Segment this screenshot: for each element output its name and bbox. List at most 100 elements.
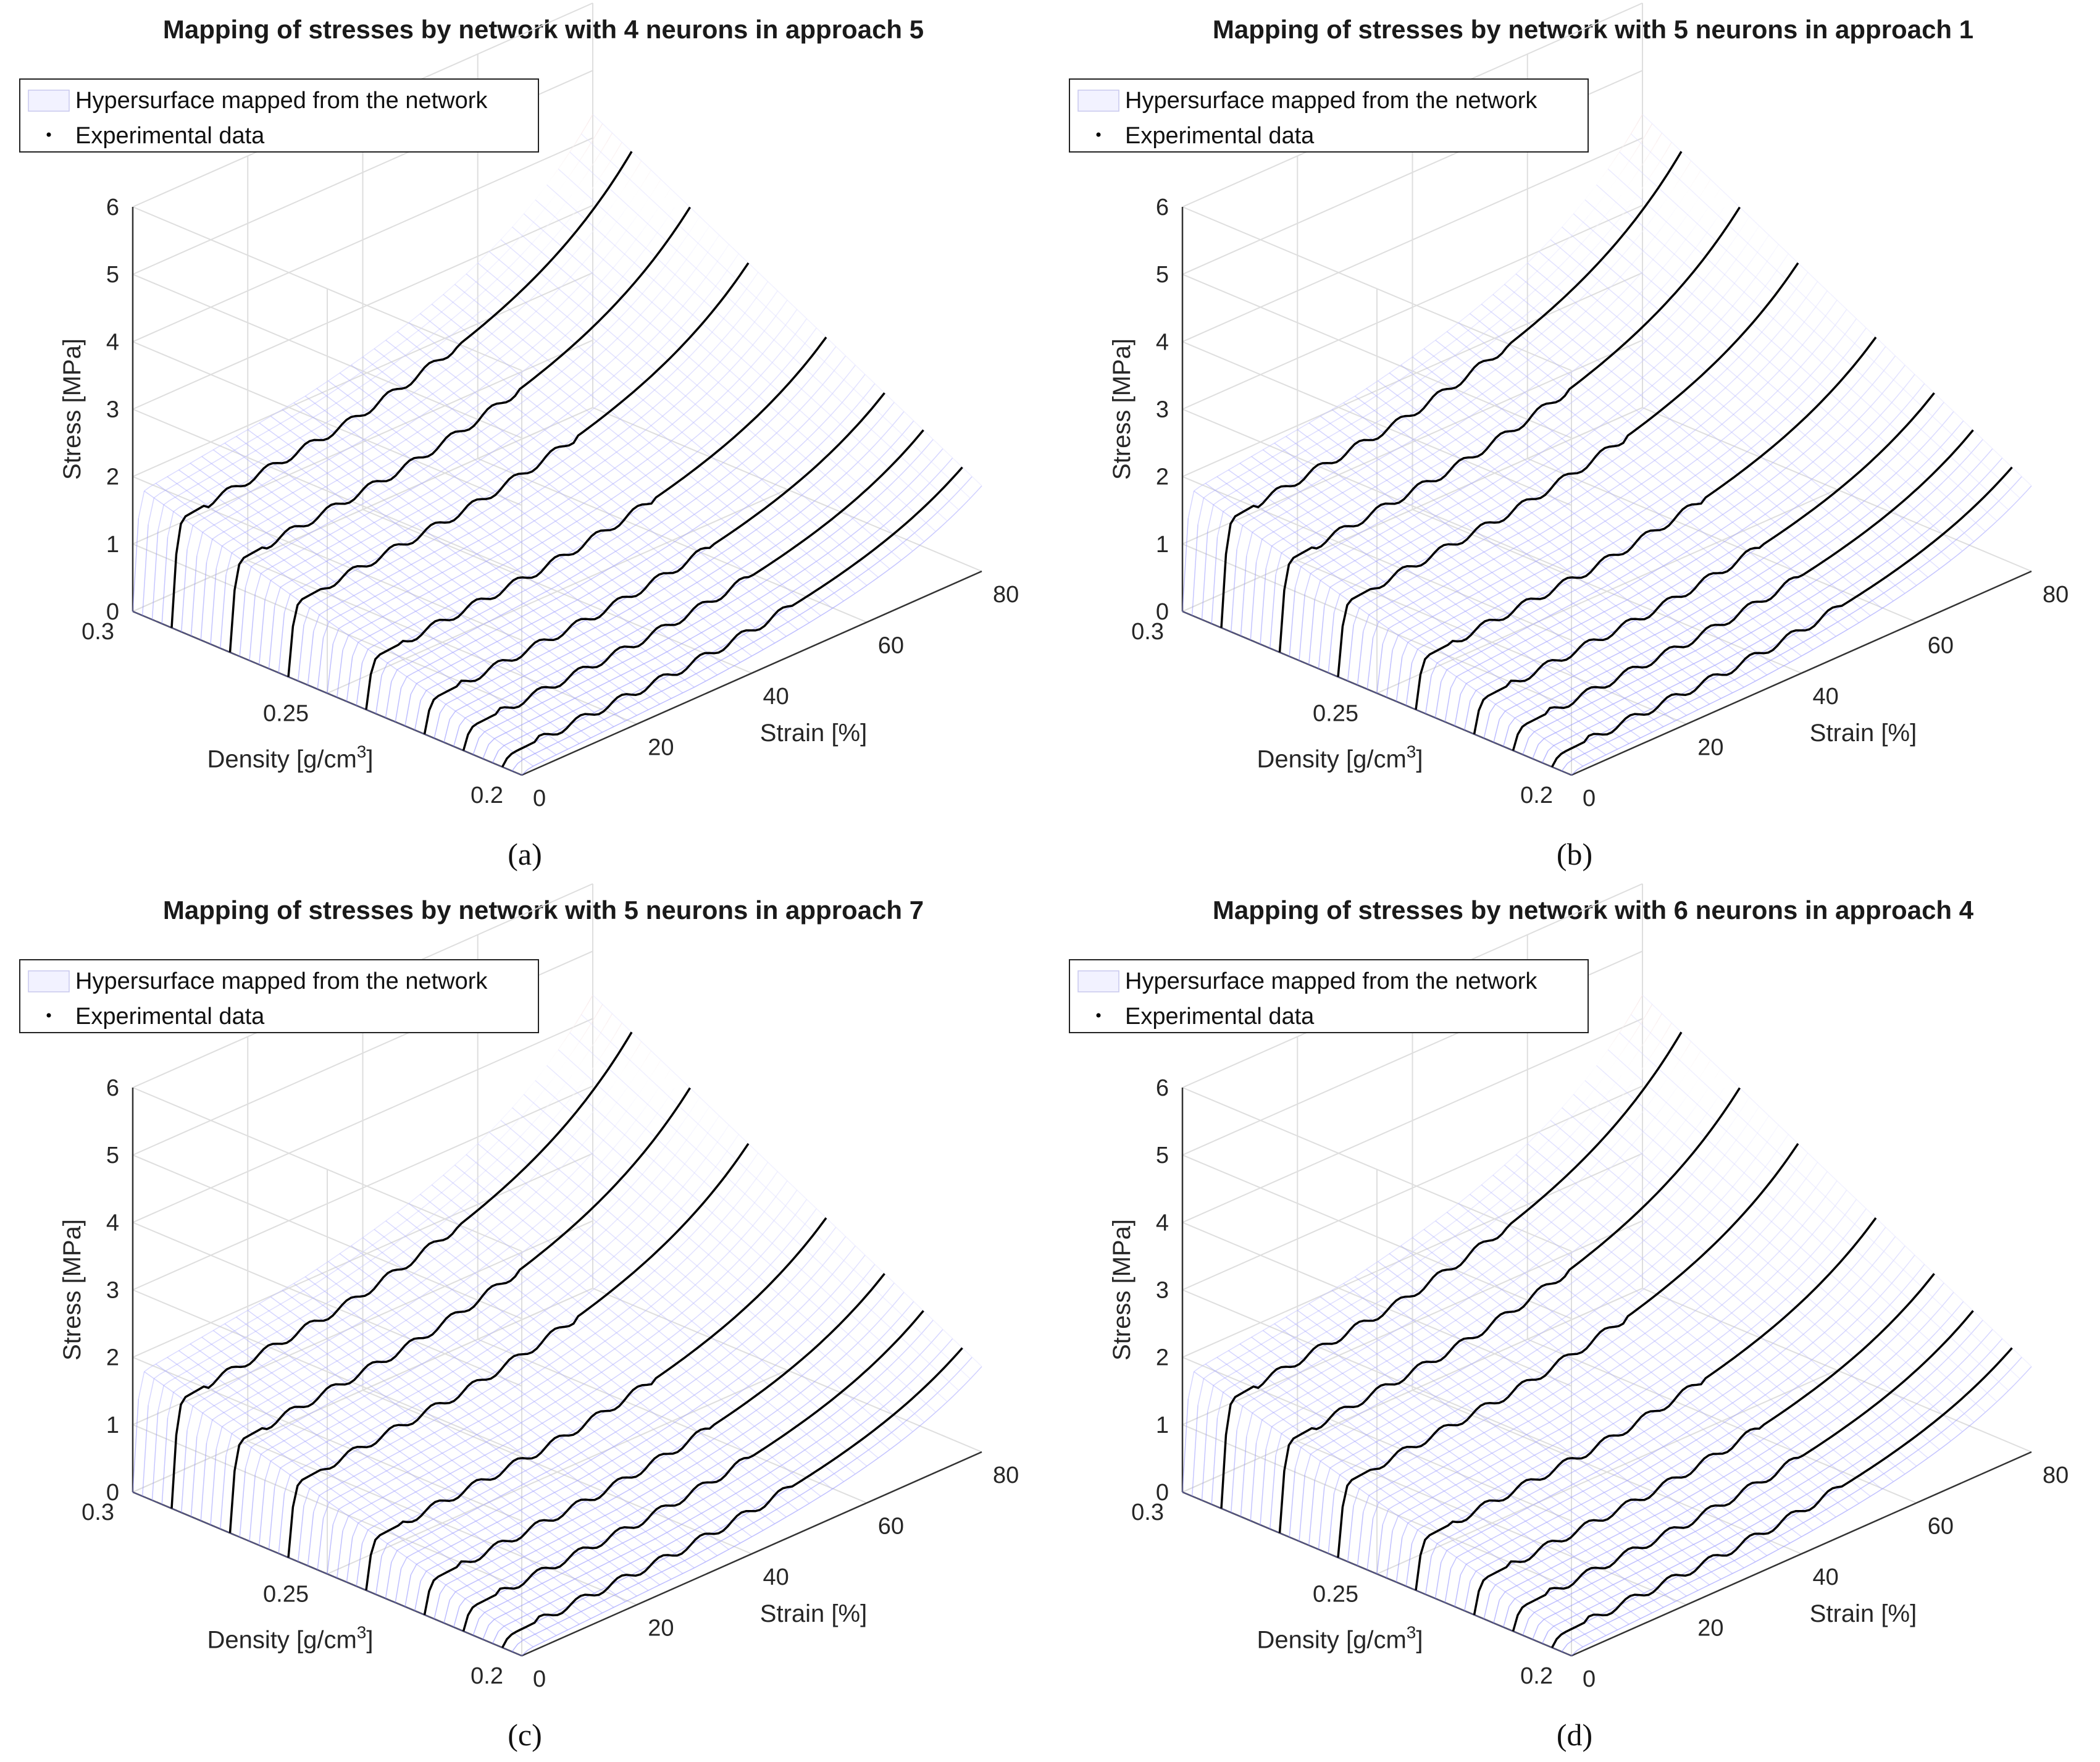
surface-mesh-line: [689, 403, 696, 410]
surface-mesh-line: [964, 498, 971, 505]
surface-mesh-line: [703, 653, 710, 658]
surface-mesh-line: [671, 658, 677, 663]
surface-mesh-line: [1424, 592, 1431, 597]
surface-mesh-line: [706, 626, 713, 630]
surface-mesh-line: [1460, 390, 1467, 395]
surface-mesh-line: [649, 437, 656, 443]
surface-mesh-line: [370, 582, 377, 587]
surface-mesh-line: [1541, 476, 1547, 481]
surface-mesh-line: [1378, 376, 1384, 382]
surface-mesh-line: [1466, 385, 1473, 391]
surface-mesh-line: [650, 694, 656, 698]
surface-mesh-line: [726, 601, 732, 606]
surface-mesh-line: [435, 311, 442, 317]
surface-mesh-line: [851, 405, 858, 412]
surface-mesh-line: [495, 239, 501, 246]
surface-mesh-line: [798, 343, 806, 351]
surface-mesh-line: [534, 715, 541, 719]
surface-mesh-line: [463, 569, 470, 574]
surface-mesh-line: [345, 497, 351, 502]
surface-mesh-line: [727, 545, 734, 550]
surface-mesh-line: [632, 536, 639, 542]
surface-mesh-line: [1602, 449, 1609, 454]
surface-mesh-line: [517, 213, 524, 221]
surface-mesh-line: [1620, 324, 1627, 331]
surface-mesh-line: [1333, 594, 1341, 613]
surface-mesh-line: [555, 517, 562, 522]
surface-mesh-line: [1682, 335, 1689, 342]
surface-mesh-line: [1344, 437, 1350, 442]
surface-mesh-line: [600, 142, 607, 153]
surface-mesh-line: [771, 482, 777, 489]
surface-mesh-line: [1597, 294, 1604, 301]
surface-mesh-line: [1713, 392, 1720, 399]
surface-mesh-line: [551, 706, 558, 710]
surface-mesh-line: [1584, 417, 1591, 423]
surface-mesh-line: [1367, 462, 1374, 467]
surface-mesh-line: [434, 548, 441, 553]
surface-mesh-line: [471, 627, 478, 631]
surface-mesh-line: [1287, 545, 1294, 550]
surface-mesh-line: [313, 615, 320, 632]
surface-mesh-line: [396, 327, 404, 332]
surface-mesh-line: [425, 615, 432, 619]
surface-mesh-line: [695, 493, 703, 499]
surface-mesh-line: [396, 331, 787, 637]
surface-mesh-line: [638, 533, 645, 538]
surface-mesh-line: [1482, 561, 1489, 566]
surface-mesh-line: [1564, 501, 1571, 507]
surface-mesh-line: [386, 379, 393, 384]
surface-mesh-line: [827, 548, 834, 554]
surface-mesh-line: [1447, 580, 1454, 585]
surface-mesh-line: [1703, 272, 1710, 281]
surface-mesh-line: [540, 553, 546, 558]
surface-mesh-line: [1255, 463, 1261, 468]
surface-mesh-line: [1491, 306, 1497, 313]
surface-mesh-line: [1404, 542, 1411, 546]
surface-mesh-line: [585, 272, 593, 280]
surface-mesh-line: [836, 458, 843, 465]
surface-mesh-line: [1512, 351, 1519, 358]
surface-mesh-line: [267, 478, 274, 482]
surface-mesh-line: [1668, 254, 1675, 262]
surface-mesh-line: [1424, 556, 1431, 560]
surface-mesh-line: [1660, 221, 1667, 230]
surface-mesh-line: [409, 574, 416, 579]
surface-mesh-line: [1373, 459, 1379, 463]
surface-mesh-line: [453, 487, 459, 492]
surface-mesh-line: [1399, 417, 1406, 422]
surface-mesh-line: [190, 556, 198, 636]
surface-mesh-line: [1607, 303, 1613, 309]
surface-mesh-line: [849, 364, 856, 373]
surface-mesh-line: [686, 314, 693, 322]
surface-mesh-line: [421, 640, 428, 645]
surface-mesh-line: [385, 636, 391, 640]
surface-mesh-line: [462, 619, 469, 624]
surface-mesh-line: [697, 234, 705, 244]
surface-mesh-line: [488, 738, 495, 745]
surface-mesh-line: [558, 655, 565, 659]
surface-mesh-line: [201, 456, 592, 739]
surface-mesh-line: [1692, 343, 1699, 350]
surface-mesh-line: [1346, 499, 1353, 504]
surface-mesh-line: [1303, 498, 1310, 503]
surface-mesh-line: [1728, 283, 1735, 291]
surface-mesh-line: [554, 268, 561, 275]
surface-mesh-line: [1432, 576, 1439, 581]
surface-mesh-line: [827, 370, 835, 379]
surface-mesh-line: [439, 508, 446, 512]
surface-mesh-line: [515, 736, 522, 740]
surface-mesh-line: [488, 450, 495, 455]
surface-mesh-line: [748, 500, 755, 506]
surface-mesh-line: [1700, 232, 1708, 241]
surface-mesh-line: [1562, 434, 1568, 439]
surface-mesh-line: [735, 608, 742, 613]
surface-mesh-line: [1339, 553, 1345, 558]
surface-mesh-line: [820, 569, 827, 574]
surface-mesh-line: [242, 505, 249, 510]
surface-mesh-line: [1364, 564, 1371, 568]
surface-mesh-line: [495, 527, 502, 532]
surface-mesh-line: [548, 345, 554, 351]
surface-mesh-line: [506, 645, 513, 649]
surface-mesh-line: [453, 296, 459, 303]
